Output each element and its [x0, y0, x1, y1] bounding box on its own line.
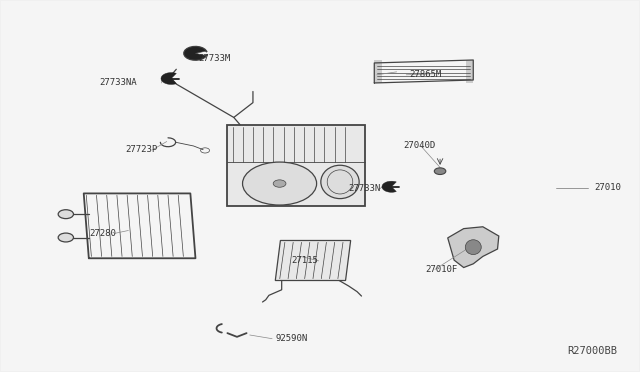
- Text: R27000BB: R27000BB: [567, 346, 617, 356]
- Text: 27010: 27010: [595, 183, 621, 192]
- Text: 27723P: 27723P: [125, 145, 157, 154]
- Circle shape: [273, 180, 286, 187]
- FancyBboxPatch shape: [227, 125, 365, 206]
- Text: 27865M: 27865M: [410, 70, 442, 79]
- Bar: [466, 60, 473, 83]
- Text: 27115: 27115: [291, 256, 318, 265]
- Text: 27733M: 27733M: [198, 54, 231, 62]
- Wedge shape: [161, 73, 176, 84]
- Circle shape: [435, 168, 446, 174]
- Text: 27733N: 27733N: [349, 185, 381, 193]
- Bar: [374, 60, 382, 83]
- Wedge shape: [382, 181, 396, 192]
- Text: 27010F: 27010F: [426, 265, 458, 274]
- Polygon shape: [275, 240, 351, 280]
- Bar: [61, 17, 569, 323]
- Circle shape: [243, 162, 317, 205]
- Wedge shape: [184, 46, 206, 60]
- Circle shape: [58, 233, 74, 242]
- Polygon shape: [448, 227, 499, 267]
- Text: 27280: 27280: [89, 229, 116, 238]
- Text: 27040D: 27040D: [403, 141, 435, 150]
- Ellipse shape: [465, 240, 481, 254]
- Circle shape: [58, 210, 74, 219]
- Ellipse shape: [321, 165, 359, 199]
- Text: 92590N: 92590N: [275, 334, 308, 343]
- Text: 27733NA: 27733NA: [100, 78, 138, 87]
